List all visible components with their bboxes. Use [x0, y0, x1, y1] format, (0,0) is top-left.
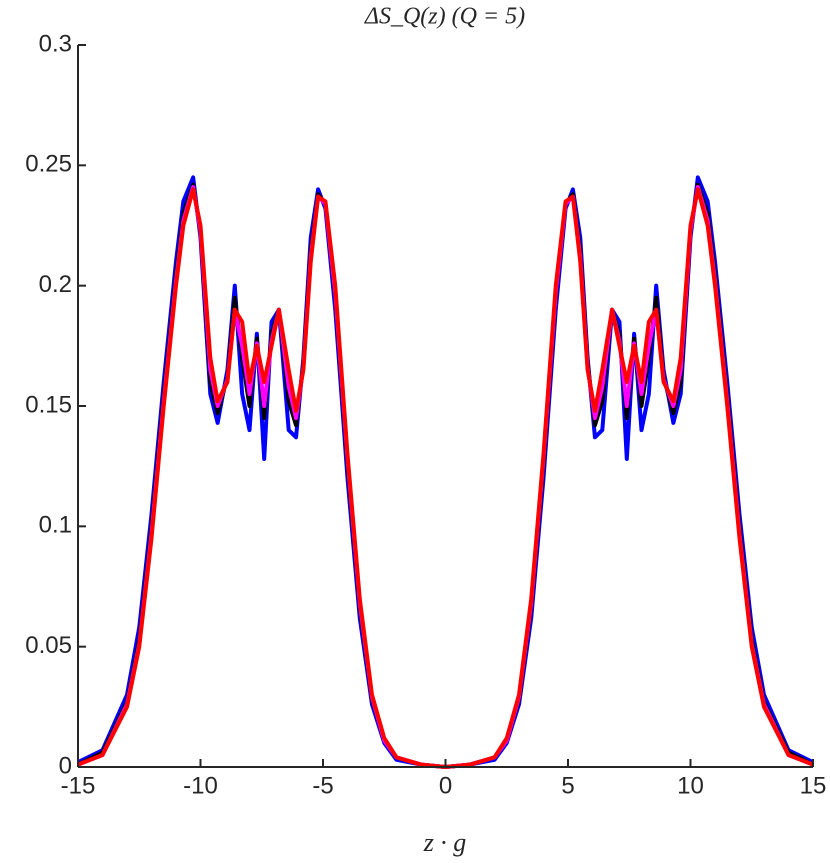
- y-tick-label: 0.25: [25, 151, 72, 178]
- x-tick-label: -10: [183, 772, 218, 799]
- data-line: [77, 184, 814, 769]
- y-tick-label: 0.1: [39, 512, 72, 539]
- y-tick-label: 0.2: [39, 271, 72, 298]
- x-tick-label: 5: [561, 772, 574, 799]
- y-tick-label: 0: [59, 752, 72, 779]
- x-tick-label: -15: [61, 772, 96, 799]
- data-line: [77, 175, 814, 769]
- x-tick-label: 15: [800, 772, 827, 799]
- y-tick-label: 0.05: [25, 632, 72, 659]
- data-line: [77, 182, 814, 769]
- x-axis-label: z · g: [423, 828, 467, 857]
- y-tick-label: 0.15: [25, 391, 72, 418]
- data-line: [77, 187, 814, 769]
- x-tick-label: 0: [439, 772, 452, 799]
- chart-title: ΔS_Q(z) (Q = 5): [364, 4, 525, 30]
- x-tick-label: 10: [677, 772, 704, 799]
- x-tick-label: -5: [312, 772, 333, 799]
- y-tick-label: 0.3: [39, 30, 72, 57]
